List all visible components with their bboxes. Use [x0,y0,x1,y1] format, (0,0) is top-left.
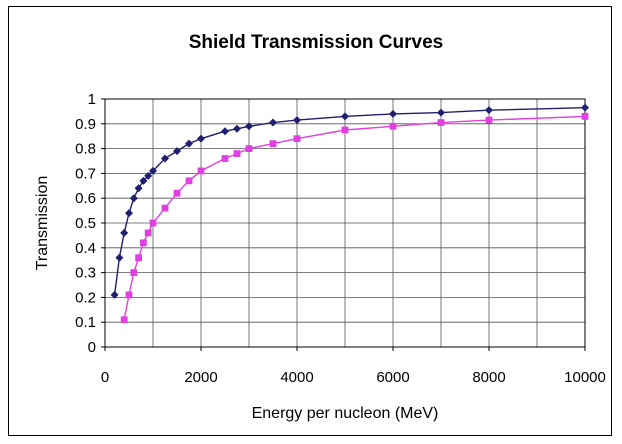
data-point [221,155,229,162]
grid [104,98,586,348]
y-tick-label: 1 [88,91,96,108]
data-point [245,145,253,152]
series-2-line [123,115,586,320]
x-tick-label: 10000 [564,369,606,386]
data-point [185,139,193,148]
series-1-line [113,107,586,295]
y-tick-label: 0.4 [75,240,96,257]
data-point [341,112,349,121]
data-point [139,176,148,185]
data-point [185,177,193,185]
x-tick-label: 2000 [184,369,217,386]
series-1 [110,103,589,299]
data-point [269,118,277,127]
data-point [125,209,133,218]
data-point [149,166,157,175]
y-tick-label: 0.8 [75,141,96,158]
data-point [293,116,301,125]
data-point [485,116,493,124]
data-point [245,122,253,131]
data-point [144,171,153,180]
x-tick-label: 4000 [280,369,313,386]
y-tick-label: 0.1 [75,314,96,331]
data-point [581,112,589,120]
x-tick-label: 6000 [376,369,409,386]
y-tick-label: 0.9 [75,116,96,133]
data-point [144,229,152,237]
data-point [130,269,138,276]
y-tick-label: 0.2 [75,289,96,306]
data-point [389,109,397,118]
data-point [233,124,241,133]
y-axis: 0 0.1 0.2 0.3 0.4 0.5 0.6 0.7 0.8 0.9 1 [75,91,105,356]
x-axis: 0 2000 4000 6000 8000 10000 [101,347,606,386]
data-point [134,184,143,193]
y-tick-label: 0.7 [75,165,96,182]
data-point [161,154,169,163]
y-tick-label: 0.6 [75,190,96,207]
data-point [221,127,229,136]
x-axis-label: Energy per nucleon (MeV) [252,405,439,422]
data-point [269,140,277,148]
data-point [120,228,129,237]
data-point [115,253,124,262]
data-point [173,189,181,197]
data-point [437,119,445,126]
data-point [485,106,493,115]
y-axis-label: Transmission [34,176,51,271]
data-point [135,254,142,262]
y-tick-label: 0.3 [75,265,96,282]
data-point [149,219,157,227]
data-point [437,108,445,117]
y-tick-label: 0 [88,339,96,356]
series-2 [120,112,589,324]
x-tick-label: 8000 [472,369,505,386]
data-point [293,135,301,143]
data-point [161,204,169,212]
data-point [125,291,133,299]
data-point [110,290,119,299]
chart-title: Shield Transmission Curves [189,32,443,53]
data-point [581,103,589,112]
data-point [173,147,181,156]
chart-frame [8,6,612,436]
data-point [120,316,128,324]
data-point [129,194,138,203]
data-point [140,239,147,247]
data-point [233,150,241,157]
data-point [389,122,397,130]
y-tick-label: 0.5 [75,215,96,232]
series-group [110,103,589,324]
x-tick-label: 0 [101,369,109,386]
data-point [341,126,349,134]
data-point [197,167,205,175]
data-point [197,134,205,143]
